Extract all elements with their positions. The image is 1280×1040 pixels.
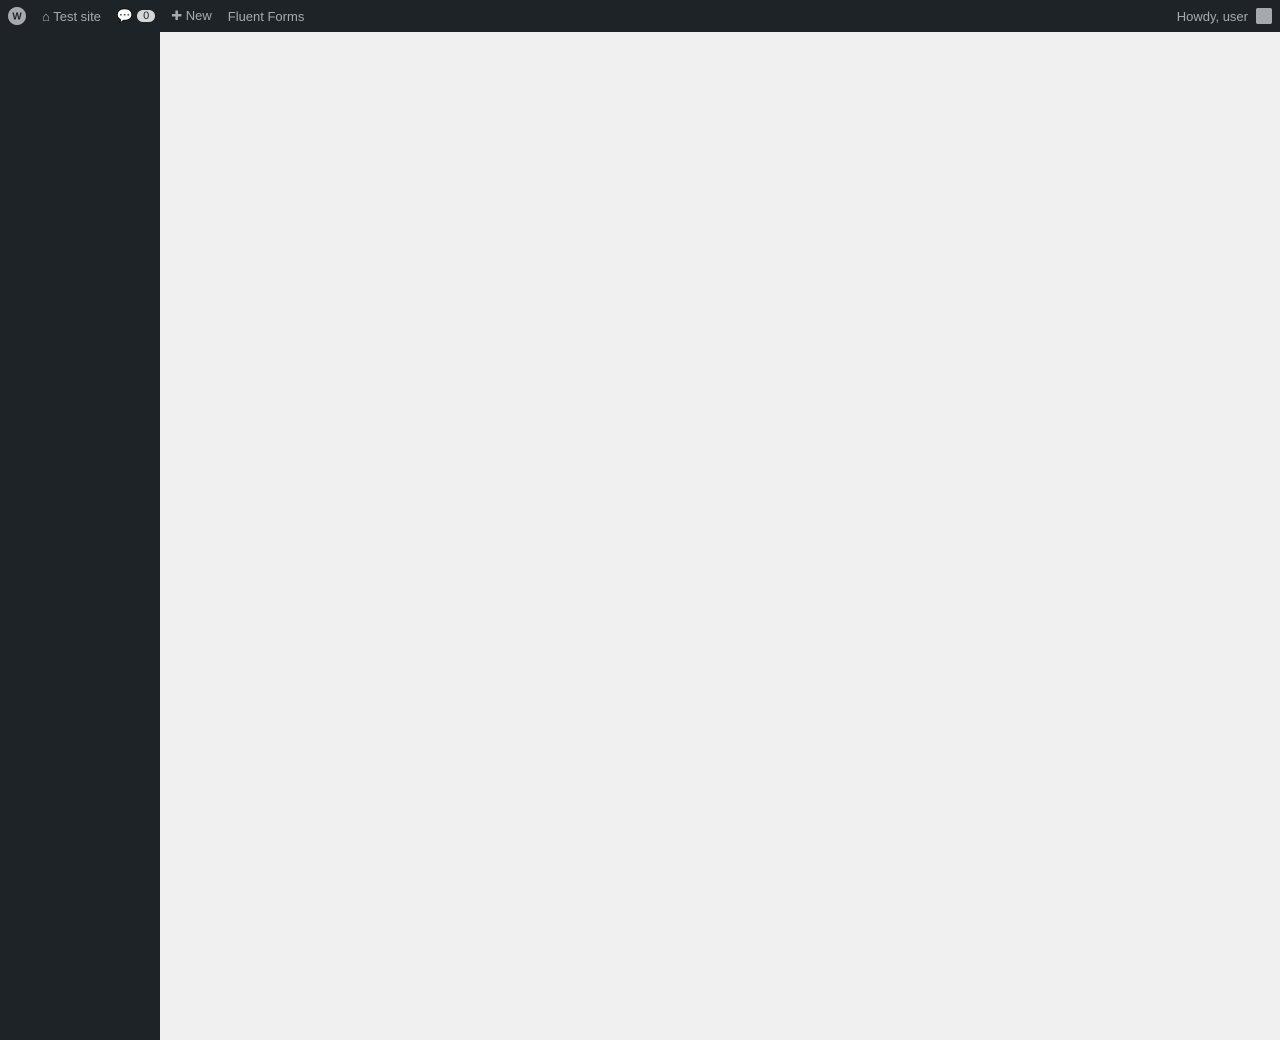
svg-text:W: W [12,12,22,23]
